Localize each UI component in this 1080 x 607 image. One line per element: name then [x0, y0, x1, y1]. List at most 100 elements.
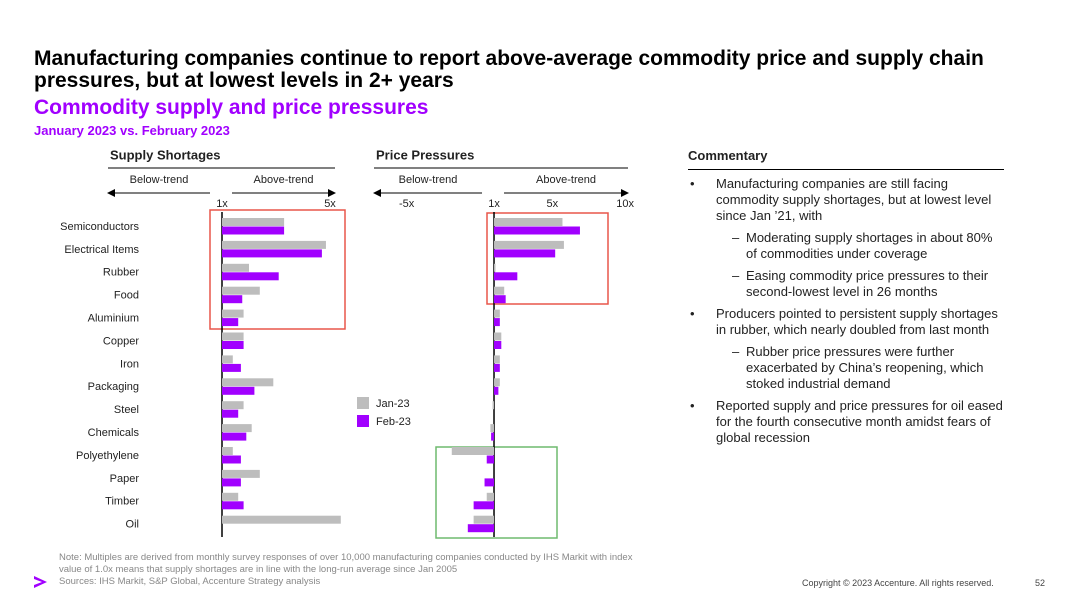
annotation: Below-trend — [399, 174, 458, 186]
bar — [222, 386, 255, 395]
bar — [473, 501, 495, 510]
bar — [222, 401, 244, 410]
bar — [222, 455, 241, 464]
bullet: Producers pointed to persistent supply s… — [688, 306, 1004, 338]
x-tick-label: 1x — [488, 198, 500, 210]
bar — [222, 409, 239, 418]
bar — [494, 355, 500, 364]
category-label: Polyethylene — [76, 450, 139, 462]
bar — [494, 226, 580, 235]
category-label: Steel — [114, 404, 139, 416]
page-number: 52 — [1035, 578, 1046, 588]
bar — [494, 363, 500, 372]
bar — [494, 263, 496, 272]
bar — [494, 272, 518, 281]
bullet: Manufacturing companies are still facing… — [688, 176, 1004, 224]
bar — [222, 226, 285, 235]
x-tick-label: 10x — [616, 198, 634, 210]
bar — [494, 295, 506, 304]
x-tick-label: -5x — [399, 198, 415, 210]
bar — [222, 355, 233, 364]
bar — [222, 249, 322, 258]
bar — [222, 492, 239, 501]
commentary: Commentary Manufacturing companies are st… — [688, 148, 1004, 446]
bar — [494, 341, 502, 349]
bar — [473, 515, 495, 524]
sources: Sources: IHS Markit, S&P Global, Accentu… — [59, 576, 321, 587]
category-label: Aluminium — [88, 313, 139, 325]
bar — [494, 249, 556, 258]
sub-bullet: Moderating supply shortages in about 80%… — [688, 230, 1004, 262]
category-label: Packaging — [88, 381, 139, 393]
category-label: Rubber — [103, 267, 139, 279]
bar — [494, 218, 563, 226]
category-label: Oil — [126, 519, 139, 531]
bar — [222, 240, 326, 249]
bar — [494, 309, 500, 318]
sub-bullet: Easing commodity price pressures to thei… — [688, 268, 1004, 300]
category-label: Copper — [103, 335, 139, 347]
subtitle: Commodity supply and price pressures — [34, 96, 429, 119]
highlight-box — [486, 212, 609, 305]
bar — [494, 386, 499, 395]
bar — [492, 401, 495, 410]
bar — [494, 240, 564, 249]
category-label: Timber — [105, 496, 139, 508]
legend-label: Feb-23 — [376, 416, 411, 428]
bar — [222, 478, 241, 487]
category-label: Semiconductors — [60, 221, 139, 233]
highlight-box — [435, 446, 558, 539]
bar — [222, 469, 260, 478]
bar — [222, 447, 233, 455]
logo — [34, 576, 47, 588]
bar — [222, 309, 244, 318]
bar — [486, 492, 495, 501]
annotation: Above-trend — [536, 174, 596, 186]
category-label: Paper — [110, 473, 140, 485]
bar — [490, 424, 495, 433]
annotation: Above-trend — [254, 174, 314, 186]
note: Note: Multiples are derived from monthly… — [59, 552, 633, 575]
bar — [222, 363, 241, 372]
legend-swatch — [357, 397, 369, 409]
bar — [222, 218, 285, 226]
legend-label: Jan-23 — [376, 398, 410, 410]
bar — [467, 524, 495, 533]
bar — [222, 341, 244, 349]
bar — [222, 286, 260, 295]
category-label: Electrical Items — [64, 244, 139, 256]
bar — [494, 332, 502, 341]
bar — [222, 432, 247, 441]
bar — [222, 501, 244, 510]
bar — [222, 295, 243, 304]
bar — [222, 378, 274, 387]
x-tick-label: 5x — [324, 198, 336, 210]
bar — [494, 378, 500, 387]
bar — [222, 332, 244, 341]
bar — [222, 263, 249, 272]
x-tick-label: 1x — [216, 198, 228, 210]
bar — [222, 318, 239, 327]
bar — [494, 318, 500, 327]
category-label: Chemicals — [88, 427, 140, 439]
category-label: Iron — [120, 358, 139, 370]
annotation: Below-trend — [130, 174, 189, 186]
legend-swatch — [357, 415, 369, 427]
panel-title: Supply Shortages — [110, 147, 221, 162]
period: January 2023 vs. February 2023 — [34, 123, 230, 138]
copyright: Copyright © 2023 Accenture. All rights r… — [802, 578, 994, 588]
bar — [486, 455, 495, 464]
footnote: Note: Multiples are derived from monthly… — [59, 552, 649, 588]
bar — [222, 272, 279, 281]
sub-bullet: Rubber price pressures were further exac… — [688, 344, 1004, 392]
x-tick-label: 5x — [546, 198, 558, 210]
charts: Supply Shortages Below-trend Above-trend 1x… — [60, 147, 634, 539]
title: Manufacturing companies continue to repo… — [34, 47, 984, 92]
bar — [491, 432, 495, 441]
panel-title: Price Pressures — [376, 147, 474, 162]
bullet: Reported supply and price pressures for … — [688, 398, 1004, 446]
bar — [451, 447, 495, 455]
bar — [222, 515, 341, 524]
highlight-box — [209, 209, 346, 330]
